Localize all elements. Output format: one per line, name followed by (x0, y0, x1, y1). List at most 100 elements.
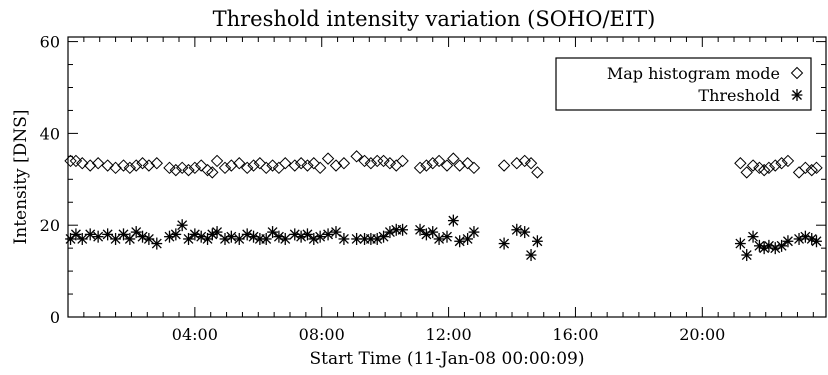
diamond-point (142, 159, 156, 172)
diamond-point (762, 161, 776, 175)
asterisk-point (279, 232, 291, 245)
chart-title: Threshold intensity variation (SOHO/EIT) (213, 7, 656, 31)
asterisk-point (170, 228, 182, 241)
diamond-point (101, 159, 114, 172)
y-axis-label: Intensity [DNS] (11, 110, 31, 245)
diamond-point (769, 159, 782, 172)
asterisk-point (92, 230, 104, 243)
asterisk-point (211, 226, 223, 239)
diamond-point (247, 159, 260, 172)
asterisk-point (433, 232, 445, 245)
diamond-point (757, 163, 771, 177)
y-tick-label: 60 (40, 33, 60, 52)
asterisk-point (130, 226, 142, 239)
asterisk-point (338, 232, 350, 245)
asterisk-point (447, 214, 459, 227)
diamond-point (467, 161, 481, 175)
asterisk-point (241, 228, 253, 241)
diamond-point (792, 166, 806, 179)
asterisk-point (414, 223, 426, 236)
x-tick-label: 12:00 (426, 325, 472, 344)
asterisk-point (799, 230, 811, 243)
asterisk-point (525, 249, 537, 262)
asterisk-point (176, 219, 188, 232)
x-tick-label: 20:00 (679, 325, 725, 344)
diamond-point (272, 161, 286, 175)
asterisk-point (454, 235, 466, 248)
x-tick-label: 08:00 (299, 325, 345, 344)
x-axis-tick-labels: 04:00 08:00 12:00 16:00 20:00 (172, 325, 726, 344)
diamond-point (313, 161, 327, 175)
diamond-point (69, 154, 83, 168)
legend-box (555, 57, 812, 111)
diamond-point (440, 159, 454, 172)
asterisk-point (753, 239, 765, 252)
diamond-point (420, 159, 433, 172)
legend: Map histogram mode Threshold (555, 57, 812, 111)
diamond-point (260, 161, 273, 175)
legend-asterisk-marker (791, 89, 803, 101)
diamond-point (64, 154, 77, 168)
asterisk-point (378, 230, 389, 243)
diamond-point (210, 154, 224, 168)
diamond-point (288, 159, 301, 172)
diamond-point (188, 161, 202, 175)
asterisk-point (302, 228, 313, 241)
asterisk-point (70, 228, 82, 241)
diamond-point (201, 163, 214, 177)
legend-diamond-marker (790, 66, 804, 80)
diamond-point (453, 159, 466, 172)
diamond-point (163, 161, 176, 175)
asterisk-point (811, 235, 822, 248)
diamond-point (218, 161, 232, 175)
diamond-point (307, 157, 321, 170)
diamond-point (413, 161, 427, 175)
asterisk-point (468, 226, 480, 239)
diamond-point (109, 161, 122, 175)
diamond-point (432, 154, 446, 168)
asterisk-point (267, 226, 278, 239)
asterisk-point (741, 249, 753, 262)
diamond-point (225, 159, 238, 172)
diamond-point (233, 157, 246, 170)
diamond-point (510, 157, 523, 170)
asterisk-point (225, 230, 237, 243)
diamond-point (206, 166, 219, 179)
diamond-point (775, 157, 788, 170)
diamond-point (253, 157, 267, 170)
asterisk-point (519, 226, 531, 239)
diamond-point (129, 159, 143, 172)
asterisk-point (206, 228, 218, 241)
diamond-point (123, 161, 137, 175)
diamond-point (426, 157, 439, 170)
legend-label-threshold: Threshold (698, 86, 780, 105)
diamond-point (461, 157, 474, 170)
diamond-point (524, 157, 538, 170)
y-axis-tick-labels: 0 20 40 60 (40, 33, 60, 327)
diamond-point (364, 157, 378, 170)
diamond-point (531, 166, 544, 179)
asterisk-point (498, 237, 510, 250)
diamond-point (169, 163, 183, 177)
diamond-point (790, 66, 804, 80)
diamond-point (294, 157, 308, 170)
y-tick-label: 40 (40, 124, 60, 143)
series-threshold (65, 214, 822, 262)
diamond-point (83, 159, 97, 172)
asterisk-point (308, 232, 320, 245)
asterisk-point (314, 230, 326, 243)
asterisk-point (118, 228, 129, 241)
asterisk-point (397, 223, 408, 236)
asterisk-point (531, 235, 543, 248)
plot-frame (67, 36, 827, 318)
asterisk-point (791, 89, 803, 101)
diamond-point (810, 161, 823, 175)
series-map-histogram-mode (64, 150, 823, 179)
diamond-point (805, 163, 818, 177)
diamond-point (746, 159, 760, 172)
x-axis-ticks (67, 37, 814, 317)
asterisk-point (806, 232, 818, 245)
legend-label-map-histogram-mode: Map histogram mode (607, 64, 780, 83)
diamond-point (117, 159, 130, 172)
